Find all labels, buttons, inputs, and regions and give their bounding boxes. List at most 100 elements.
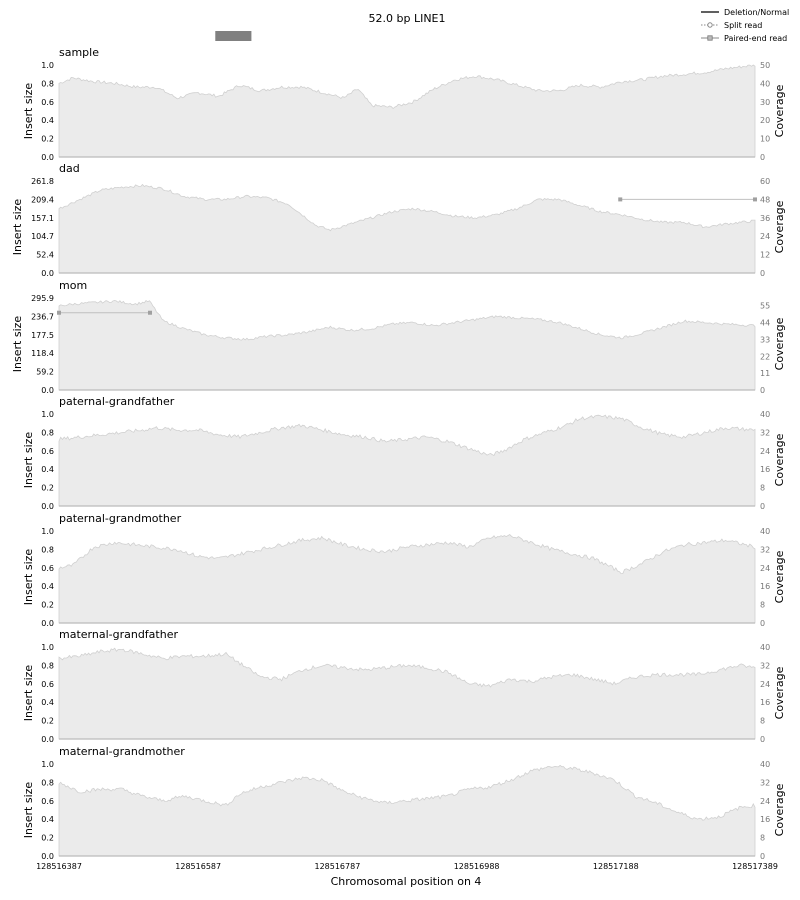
coverage-area <box>58 533 756 624</box>
right-tick-label: 32 <box>760 661 770 670</box>
x-axis-ticks: 128516387 128516587 128516787 128516988 1285… <box>36 862 778 871</box>
right-tick-label: 48 <box>760 195 770 204</box>
left-tick-label: 0.2 <box>41 717 54 726</box>
right-axis-label: Coverage <box>773 783 786 836</box>
right-tick-label: 36 <box>760 214 770 223</box>
left-tick-label: 104.7 <box>31 232 54 241</box>
panel-name: mom <box>59 279 87 292</box>
panel-dad: dad 0.0 52.4 104.7 157.1 209.4 261.8 0 12 24 36 48 6… <box>11 162 786 278</box>
right-tick-label: 32 <box>760 545 770 554</box>
panels-group: sample 0.0 0.2 0.4 0.6 0.8 1.0 0 10 20 30 40 50 Inser… <box>11 46 786 861</box>
right-tick-label: 10 <box>760 135 770 144</box>
left-tick-label: 0.6 <box>41 98 54 107</box>
left-axis-label: Insert size <box>22 83 35 140</box>
right-tick-label: 50 <box>760 61 770 70</box>
right-tick-label: 22 <box>760 352 770 361</box>
right-tick-label: 24 <box>760 447 770 456</box>
left-tick-label: 1.0 <box>41 643 54 652</box>
panel-name: paternal-grandfather <box>59 395 175 408</box>
paired-read-end-marker <box>753 197 757 202</box>
right-tick-label: 0 <box>760 852 765 861</box>
right-tick-label: 33 <box>760 335 770 344</box>
right-tick-label: 0 <box>760 619 765 628</box>
left-tick-label: 0.2 <box>41 135 54 144</box>
right-tick-label: 40 <box>760 760 770 769</box>
coverage-area <box>58 299 756 391</box>
right-tick-label: 24 <box>760 797 770 806</box>
right-tick-label: 24 <box>760 232 770 241</box>
legend: Deletion/Normal Split read Paired-end re… <box>701 8 789 43</box>
left-axis-label: Insert size <box>22 549 35 606</box>
left-tick-label: 0.4 <box>41 815 54 824</box>
left-tick-label: 1.0 <box>41 61 54 70</box>
x-tick-label: 128516587 <box>175 862 221 871</box>
right-tick-label: 40 <box>760 79 770 88</box>
left-axis-label: Insert size <box>22 432 35 489</box>
x-tick-label: 128516988 <box>454 862 500 871</box>
panel-maternal-grandmother: maternal-grandmother 0.0 0.2 0.4 0.6 0.8 1.0 0 8… <box>22 745 786 861</box>
left-tick-label: 0.8 <box>41 428 54 437</box>
left-tick-label: 1.0 <box>41 760 54 769</box>
x-tick-label: 128517188 <box>593 862 639 871</box>
right-axis-label: Coverage <box>773 550 786 603</box>
right-tick-label: 40 <box>760 643 770 652</box>
left-tick-label: 52.4 <box>36 251 54 260</box>
right-tick-label: 0 <box>760 502 765 511</box>
left-axis-label: Insert size <box>22 782 35 839</box>
legend-split-label: Split read <box>724 21 762 30</box>
right-axis-label: Coverage <box>773 200 786 253</box>
right-tick-label: 55 <box>760 302 770 311</box>
left-tick-label: 209.4 <box>31 195 54 204</box>
panel-name: sample <box>59 46 99 59</box>
left-tick-label: 0.0 <box>41 502 54 511</box>
left-tick-label: 0.2 <box>41 484 54 493</box>
left-tick-label: 261.8 <box>31 177 54 186</box>
left-tick-label: 0.6 <box>41 680 54 689</box>
right-tick-label: 0 <box>760 153 765 162</box>
right-tick-label: 8 <box>760 484 765 493</box>
right-tick-label: 30 <box>760 98 770 107</box>
left-tick-label: 118.4 <box>31 349 54 358</box>
left-tick-label: 0.0 <box>41 852 54 861</box>
coverage-area <box>58 414 756 507</box>
right-tick-label: 11 <box>760 369 770 378</box>
left-tick-label: 157.1 <box>31 214 54 223</box>
event-bar <box>215 31 252 41</box>
x-tick-label: 128516787 <box>314 862 360 871</box>
left-tick-label: 1.0 <box>41 527 54 536</box>
right-axis-label: Coverage <box>773 666 786 719</box>
paired-read-start-marker <box>618 197 623 202</box>
right-tick-label: 24 <box>760 564 770 573</box>
x-axis-label: Chromosomal position on 4 <box>331 875 482 888</box>
panel-maternal-grandfather: maternal-grandfather 0.0 0.2 0.4 0.6 0.8 1.0 0 8… <box>22 628 786 744</box>
right-tick-label: 16 <box>760 815 770 824</box>
coverage-area <box>58 183 756 274</box>
left-tick-label: 0.4 <box>41 698 54 707</box>
right-tick-label: 8 <box>760 717 765 726</box>
right-tick-label: 32 <box>760 428 770 437</box>
right-axis-label: Coverage <box>773 317 786 370</box>
right-tick-label: 20 <box>760 116 770 125</box>
left-tick-label: 0.0 <box>41 269 54 278</box>
right-tick-label: 16 <box>760 465 770 474</box>
left-tick-label: 177.5 <box>31 331 54 340</box>
right-tick-label: 40 <box>760 527 770 536</box>
left-tick-label: 0.8 <box>41 79 54 88</box>
right-tick-label: 0 <box>760 386 765 395</box>
left-tick-label: 0.6 <box>41 797 54 806</box>
panel-name: maternal-grandfather <box>59 628 178 641</box>
right-tick-label: 60 <box>760 177 770 186</box>
panel-name: dad <box>59 162 80 175</box>
left-tick-label: 0.2 <box>41 834 54 843</box>
left-tick-label: 0.6 <box>41 447 54 456</box>
right-tick-label: 8 <box>760 601 765 610</box>
legend-deletion-label: Deletion/Normal <box>724 8 789 17</box>
legend-paired-marker <box>707 35 713 41</box>
panel-sample: sample 0.0 0.2 0.4 0.6 0.8 1.0 0 10 20 30 40 50 Inser… <box>22 46 786 162</box>
right-tick-label: 16 <box>760 698 770 707</box>
left-tick-label: 0.8 <box>41 661 54 670</box>
left-axis-label: Insert size <box>11 316 24 373</box>
legend-paired-label: Paired-end read <box>724 34 787 43</box>
panel-name: paternal-grandmother <box>59 512 182 525</box>
